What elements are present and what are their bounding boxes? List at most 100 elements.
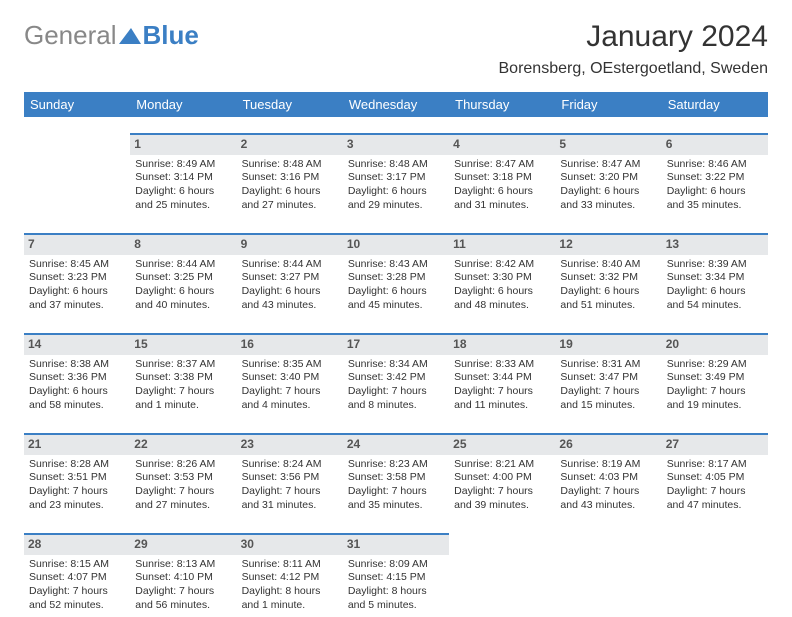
sunset-text: Sunset: 3:17 PM xyxy=(348,171,444,185)
daylight-text: Daylight: 7 hours xyxy=(135,385,231,399)
day-info: Sunrise: 8:48 AMSunset: 3:16 PMDaylight:… xyxy=(241,158,339,213)
sunrise-text: Sunrise: 8:13 AM xyxy=(135,558,231,572)
daylight-text: Daylight: 6 hours xyxy=(560,285,656,299)
day-cell: 11Sunrise: 8:42 AMSunset: 3:30 PMDayligh… xyxy=(449,233,555,317)
calendar-row: 28Sunrise: 8:15 AMSunset: 4:07 PMDayligh… xyxy=(24,531,768,617)
sunrise-text: Sunrise: 8:28 AM xyxy=(29,458,125,472)
calendar-row: 1Sunrise: 8:49 AMSunset: 3:14 PMDaylight… xyxy=(24,131,768,217)
day-number: 25 xyxy=(449,435,555,455)
logo: General Blue xyxy=(24,20,199,51)
daylight-text: Daylight: 7 hours xyxy=(667,385,763,399)
day-info: Sunrise: 8:33 AMSunset: 3:44 PMDaylight:… xyxy=(453,358,551,413)
daylight-text: and 43 minutes. xyxy=(560,499,656,513)
daylight-text: and 23 minutes. xyxy=(29,499,125,513)
logo-text-gray: General xyxy=(24,20,117,51)
daylight-text: and 35 minutes. xyxy=(348,499,444,513)
sunset-text: Sunset: 3:56 PM xyxy=(242,471,338,485)
header: General Blue January 2024 Borensberg, OE… xyxy=(24,20,768,78)
sunset-text: Sunset: 4:15 PM xyxy=(348,571,444,585)
sunset-text: Sunset: 4:07 PM xyxy=(29,571,125,585)
sunset-text: Sunset: 3:22 PM xyxy=(667,171,763,185)
sunset-text: Sunset: 4:10 PM xyxy=(135,571,231,585)
day-cell: 12Sunrise: 8:40 AMSunset: 3:32 PMDayligh… xyxy=(555,233,661,317)
day-number: 12 xyxy=(555,235,661,255)
day-info: Sunrise: 8:38 AMSunset: 3:36 PMDaylight:… xyxy=(28,358,126,413)
sunrise-text: Sunrise: 8:24 AM xyxy=(242,458,338,472)
day-number: 26 xyxy=(555,435,661,455)
day-cell: 19 Sunrise: 8:31 AMSunset: 3:47 PMDayligh… xyxy=(555,333,661,417)
sunrise-text: Sunrise: 8:26 AM xyxy=(135,458,231,472)
sunrise-text: Sunrise: 8:42 AM xyxy=(454,258,550,272)
sunrise-text: Sunrise: 8:17 AM xyxy=(667,458,763,472)
sunset-text: Sunset: 3:14 PM xyxy=(135,171,231,185)
daylight-text: and 31 minutes. xyxy=(454,199,550,213)
sunrise-text: Sunrise: 8:19 AM xyxy=(560,458,656,472)
daylight-text: and 45 minutes. xyxy=(348,299,444,313)
day-cell: 23Sunrise: 8:24 AMSunset: 3:56 PMDayligh… xyxy=(237,433,343,517)
daylight-text: and 33 minutes. xyxy=(560,199,656,213)
day-number: 28 xyxy=(24,535,130,555)
day-info: Sunrise: 8:31 AMSunset: 3:47 PMDaylight:… xyxy=(559,358,657,413)
daylight-text: Daylight: 8 hours xyxy=(242,585,338,599)
day-number: 24 xyxy=(343,435,449,455)
day-info: Sunrise: 8:24 AMSunset: 3:56 PMDaylight:… xyxy=(241,458,339,513)
sunset-text: Sunset: 3:32 PM xyxy=(560,271,656,285)
sunrise-text: Sunrise: 8:49 AM xyxy=(135,158,231,172)
sunrise-text: Sunrise: 8:33 AM xyxy=(454,358,550,372)
daylight-text: Daylight: 6 hours xyxy=(348,185,444,199)
day-number: 17 xyxy=(343,335,449,355)
day-info: Sunrise: 8:49 AMSunset: 3:14 PMDaylight:… xyxy=(134,158,232,213)
daylight-text: Daylight: 6 hours xyxy=(348,285,444,299)
sunset-text: Sunset: 3:58 PM xyxy=(348,471,444,485)
daylight-text: Daylight: 8 hours xyxy=(348,585,444,599)
day-cell: 6Sunrise: 8:46 AMSunset: 3:22 PMDaylight… xyxy=(662,133,768,217)
day-number: 18 xyxy=(449,335,555,355)
day-info: Sunrise: 8:44 AMSunset: 3:25 PMDaylight:… xyxy=(134,258,232,313)
daylight-text: and 39 minutes. xyxy=(454,499,550,513)
day-number: 30 xyxy=(237,535,343,555)
calendar-body: 1Sunrise: 8:49 AMSunset: 3:14 PMDaylight… xyxy=(24,131,768,617)
day-info: Sunrise: 8:15 AMSunset: 4:07 PMDaylight:… xyxy=(28,558,126,613)
day-info: Sunrise: 8:48 AMSunset: 3:17 PMDaylight:… xyxy=(347,158,445,213)
day-number: 6 xyxy=(662,135,768,155)
day-cell: 20Sunrise: 8:29 AMSunset: 3:49 PMDayligh… xyxy=(662,333,768,417)
sunrise-text: Sunrise: 8:43 AM xyxy=(348,258,444,272)
day-cell: 30 Sunrise: 8:11 AMSunset: 4:12 PMDayligh… xyxy=(237,533,343,617)
sunrise-text: Sunrise: 8:15 AM xyxy=(29,558,125,572)
daylight-text: Daylight: 6 hours xyxy=(454,285,550,299)
weekday-header: Sunday xyxy=(24,92,130,117)
day-cell: 1Sunrise: 8:49 AMSunset: 3:14 PMDaylight… xyxy=(130,133,236,217)
day-number: 2 xyxy=(237,135,343,155)
day-info: Sunrise: 8:11 AMSunset: 4:12 PMDaylight:… xyxy=(241,558,339,613)
sunset-text: Sunset: 4:05 PM xyxy=(667,471,763,485)
page-title: January 2024 xyxy=(499,20,769,54)
daylight-text: and 15 minutes. xyxy=(560,399,656,413)
sunset-text: Sunset: 4:12 PM xyxy=(242,571,338,585)
day-info: Sunrise: 8:26 AMSunset: 3:53 PMDaylight:… xyxy=(134,458,232,513)
day-number: 8 xyxy=(130,235,236,255)
sunset-text: Sunset: 3:51 PM xyxy=(29,471,125,485)
day-cell: 13Sunrise: 8:39 AMSunset: 3:34 PMDayligh… xyxy=(662,233,768,317)
sunset-text: Sunset: 3:53 PM xyxy=(135,471,231,485)
day-number: 7 xyxy=(24,235,130,255)
day-cell: 4Sunrise: 8:47 AMSunset: 3:18 PMDaylight… xyxy=(449,133,555,217)
calendar-row: 14Sunrise: 8:38 AMSunset: 3:36 PMDayligh… xyxy=(24,331,768,417)
logo-text-blue: Blue xyxy=(143,20,199,51)
sunset-text: Sunset: 3:49 PM xyxy=(667,371,763,385)
sunrise-text: Sunrise: 8:21 AM xyxy=(454,458,550,472)
day-info: Sunrise: 8:28 AMSunset: 3:51 PMDaylight:… xyxy=(28,458,126,513)
sunrise-text: Sunrise: 8:35 AM xyxy=(242,358,338,372)
sunset-text: Sunset: 3:36 PM xyxy=(29,371,125,385)
day-cell xyxy=(449,533,555,617)
sunrise-text: Sunrise: 8:48 AM xyxy=(242,158,338,172)
daylight-text: and 11 minutes. xyxy=(454,399,550,413)
day-number: 19 xyxy=(555,335,661,355)
calendar-row: 21Sunrise: 8:28 AMSunset: 3:51 PMDayligh… xyxy=(24,431,768,517)
day-cell: 31Sunrise: 8:09 AMSunset: 4:15 PMDayligh… xyxy=(343,533,449,617)
day-info: Sunrise: 8:09 AMSunset: 4:15 PMDaylight:… xyxy=(347,558,445,613)
daylight-text: and 43 minutes. xyxy=(242,299,338,313)
daylight-text: and 48 minutes. xyxy=(454,299,550,313)
daylight-text: Daylight: 7 hours xyxy=(29,585,125,599)
sunrise-text: Sunrise: 8:44 AM xyxy=(242,258,338,272)
day-number: 22 xyxy=(130,435,236,455)
